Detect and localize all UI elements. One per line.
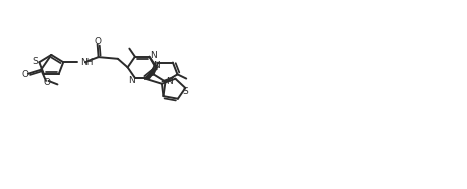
Text: N: N	[150, 50, 156, 60]
Text: S: S	[32, 57, 38, 66]
Text: N: N	[153, 61, 160, 70]
Text: N: N	[128, 76, 134, 84]
Text: O: O	[94, 37, 101, 46]
Text: O: O	[43, 78, 50, 88]
Text: N: N	[166, 77, 172, 86]
Text: NH: NH	[80, 58, 94, 67]
Text: O: O	[21, 70, 28, 79]
Text: S: S	[183, 87, 188, 95]
